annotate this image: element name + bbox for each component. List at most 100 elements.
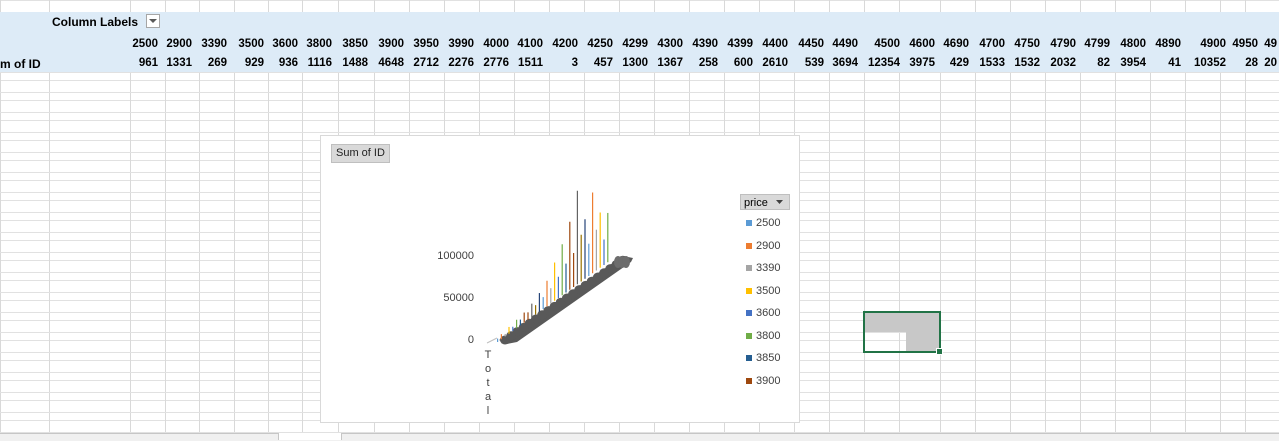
legend-item[interactable]: 3900 — [746, 374, 780, 388]
sum-of-id-value[interactable]: 20 — [1264, 57, 1277, 69]
sum-of-id-value[interactable]: 2276 — [448, 57, 474, 69]
price-column-header[interactable]: 4300 — [657, 38, 683, 50]
sum-of-id-value[interactable]: 82 — [1097, 57, 1110, 69]
legend-swatch — [746, 377, 752, 384]
price-column-header[interactable]: 4250 — [587, 38, 613, 50]
price-column-header[interactable]: 4750 — [1014, 38, 1040, 50]
pivot-chart[interactable]: Sum of ID price 2500 2900 3390 3500 3600 3800… — [320, 135, 800, 423]
price-column-header[interactable]: 4690 — [943, 38, 969, 50]
price-column-header[interactable]: 4500 — [874, 38, 900, 50]
price-column-header[interactable]: 3600 — [272, 38, 298, 50]
sum-of-id-value[interactable]: 936 — [278, 57, 298, 69]
legend-item[interactable]: 3600 — [746, 306, 780, 320]
price-column-header[interactable]: 4490 — [832, 38, 858, 50]
price-column-header[interactable]: 4100 — [517, 38, 543, 50]
sum-of-id-value[interactable]: 2712 — [413, 57, 439, 69]
price-column-header[interactable]: 4790 — [1050, 38, 1076, 50]
sum-of-id-value[interactable]: 457 — [593, 57, 613, 69]
sum-of-id-value[interactable]: 3975 — [909, 57, 935, 69]
price-column-header[interactable]: 2900 — [166, 38, 192, 50]
chart-bar — [550, 288, 552, 304]
sum-of-id-value[interactable]: 929 — [244, 57, 264, 69]
sum-of-id-value[interactable]: 2776 — [483, 57, 509, 69]
chart-bar — [573, 253, 575, 287]
price-column-header[interactable]: 4890 — [1155, 38, 1181, 50]
price-column-header[interactable]: 4800 — [1120, 38, 1146, 50]
chart-plot-area[interactable] — [321, 136, 801, 424]
column-gridline — [302, 0, 303, 434]
price-column-header[interactable]: 4399 — [727, 38, 753, 50]
price-column-header[interactable]: 3850 — [342, 38, 368, 50]
price-column-header[interactable]: 4450 — [798, 38, 824, 50]
price-column-header[interactable]: 3950 — [413, 38, 439, 50]
chart-bar — [557, 276, 559, 298]
legend-item[interactable]: 2900 — [746, 239, 780, 253]
price-column-header[interactable]: 4200 — [552, 38, 578, 50]
legend-item[interactable]: 3850 — [746, 351, 780, 365]
sum-of-id-value[interactable]: 1367 — [657, 57, 683, 69]
sum-of-id-value[interactable]: 1511 — [518, 57, 543, 69]
column-gridline — [234, 0, 235, 434]
sum-of-id-value[interactable]: 41 — [1168, 57, 1181, 69]
sum-of-id-value[interactable]: 3954 — [1120, 57, 1146, 69]
sum-of-id-value[interactable]: 1331 — [166, 57, 192, 69]
chart-bar — [512, 326, 514, 331]
sum-of-id-value[interactable]: 10352 — [1194, 57, 1226, 69]
sum-of-id-value[interactable]: 269 — [207, 57, 227, 69]
price-column-header[interactable]: 3900 — [378, 38, 404, 50]
chart-bar — [504, 333, 506, 337]
sum-of-id-value[interactable]: 3694 — [832, 57, 858, 69]
sum-of-id-value[interactable]: 3 — [571, 57, 578, 69]
price-legend-filter-button[interactable]: price — [740, 194, 790, 210]
chart-bar — [576, 190, 578, 285]
price-column-header[interactable]: 2500 — [132, 38, 158, 50]
sum-of-id-value[interactable]: 258 — [698, 57, 718, 69]
legend-item[interactable]: 3800 — [746, 329, 780, 343]
sum-of-id-value[interactable]: 28 — [1245, 57, 1258, 69]
sum-of-id-value[interactable]: 2032 — [1050, 57, 1076, 69]
selected-cell[interactable] — [863, 311, 943, 355]
chart-bars — [486, 190, 609, 344]
sum-of-id-value[interactable]: 1300 — [622, 57, 648, 69]
legend-item[interactable]: 3500 — [746, 284, 780, 298]
price-column-header[interactable]: 4000 — [483, 38, 509, 50]
sum-of-id-field-button[interactable]: Sum of ID — [331, 144, 390, 163]
price-column-header[interactable]: 49 — [1264, 38, 1277, 50]
price-column-header[interactable]: 4600 — [909, 38, 935, 50]
price-column-header[interactable]: 4799 — [1084, 38, 1110, 50]
price-column-header[interactable]: 4900 — [1200, 38, 1226, 50]
price-column-header[interactable]: 4390 — [692, 38, 718, 50]
fill-handle[interactable] — [936, 348, 943, 355]
price-column-header[interactable]: 4700 — [979, 38, 1005, 50]
price-column-header[interactable]: 3500 — [238, 38, 264, 50]
pivot-table-header — [0, 12, 1279, 72]
legend-item[interactable]: 3390 — [746, 261, 780, 275]
sum-of-id-value[interactable]: 2610 — [762, 57, 788, 69]
sum-of-id-value[interactable]: 429 — [949, 57, 969, 69]
price-column-header[interactable]: 4400 — [762, 38, 788, 50]
column-gridline — [899, 0, 900, 434]
sum-of-id-value[interactable]: 539 — [804, 57, 824, 69]
sum-of-id-value[interactable]: 1532 — [1014, 57, 1040, 69]
sum-of-id-value[interactable]: 1488 — [342, 57, 368, 69]
legend-swatch — [746, 287, 752, 294]
price-column-header[interactable]: 4950 — [1232, 38, 1258, 50]
active-sheet-tab[interactable] — [278, 433, 342, 440]
column-gridline — [940, 0, 941, 434]
sum-of-id-value[interactable]: 1116 — [307, 57, 332, 69]
price-column-header[interactable]: 3390 — [201, 38, 227, 50]
price-column-header[interactable]: 3800 — [306, 38, 332, 50]
legend-item[interactable]: 2500 — [746, 216, 780, 230]
sum-of-id-value[interactable]: 4648 — [378, 57, 404, 69]
sum-of-id-value[interactable]: 1533 — [979, 57, 1005, 69]
column-labels-filter-button[interactable] — [146, 14, 160, 28]
sum-of-id-value[interactable]: 961 — [138, 57, 158, 69]
sum-of-id-value[interactable]: 600 — [733, 57, 753, 69]
chart-bar — [607, 212, 609, 263]
row-label-sum-of-id[interactable]: m of ID — [0, 57, 41, 71]
price-column-header[interactable]: 3990 — [448, 38, 474, 50]
column-gridline — [975, 0, 976, 434]
sum-of-id-value[interactable]: 12354 — [868, 57, 900, 69]
price-column-header[interactable]: 4299 — [622, 38, 648, 50]
chart-bar — [500, 334, 502, 340]
